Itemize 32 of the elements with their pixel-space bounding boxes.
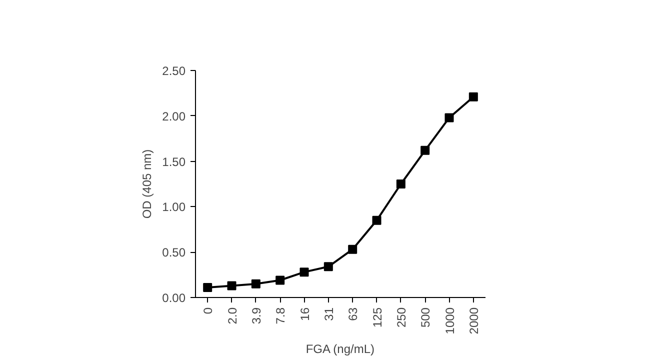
y-tick-label: 0.00 [162,291,186,305]
x-tick-label: 7.8 [274,307,288,324]
x-tick-label: 2000 [466,307,481,334]
point [420,146,430,155]
y-tick-label: 0.50 [162,246,186,260]
y-tick-label: 1.50 [162,154,186,169]
point [227,281,236,290]
y-tick-label: 1.00 [162,200,186,214]
x-tick-label: 3.9 [249,307,264,324]
point [372,216,382,225]
point [276,276,285,285]
x-tick-label: 125 [370,307,384,328]
point [251,279,260,288]
point [300,268,309,277]
point [324,262,333,272]
y-axis-title: OD (405 nm) [140,149,154,219]
point [348,244,358,254]
x-tick-label: 16 [298,307,312,321]
point [396,180,406,188]
x-tick-label: 0 [201,307,216,314]
x-tick-label: 31 [322,307,336,321]
x-tick-label: 63 [346,307,360,321]
x-tick-label: 2.0 [225,307,240,324]
point [203,283,212,292]
point [468,92,478,102]
x-tick-label: 500 [418,307,433,328]
y-tick-label: 2.50 [162,64,186,78]
x-tick-label: 1000 [442,307,457,334]
point [444,113,454,122]
y-tick-label: 2.00 [162,109,186,124]
x-tick-label: 250 [394,307,408,328]
x-axis-title: FGA (ng/mL) [306,342,375,356]
